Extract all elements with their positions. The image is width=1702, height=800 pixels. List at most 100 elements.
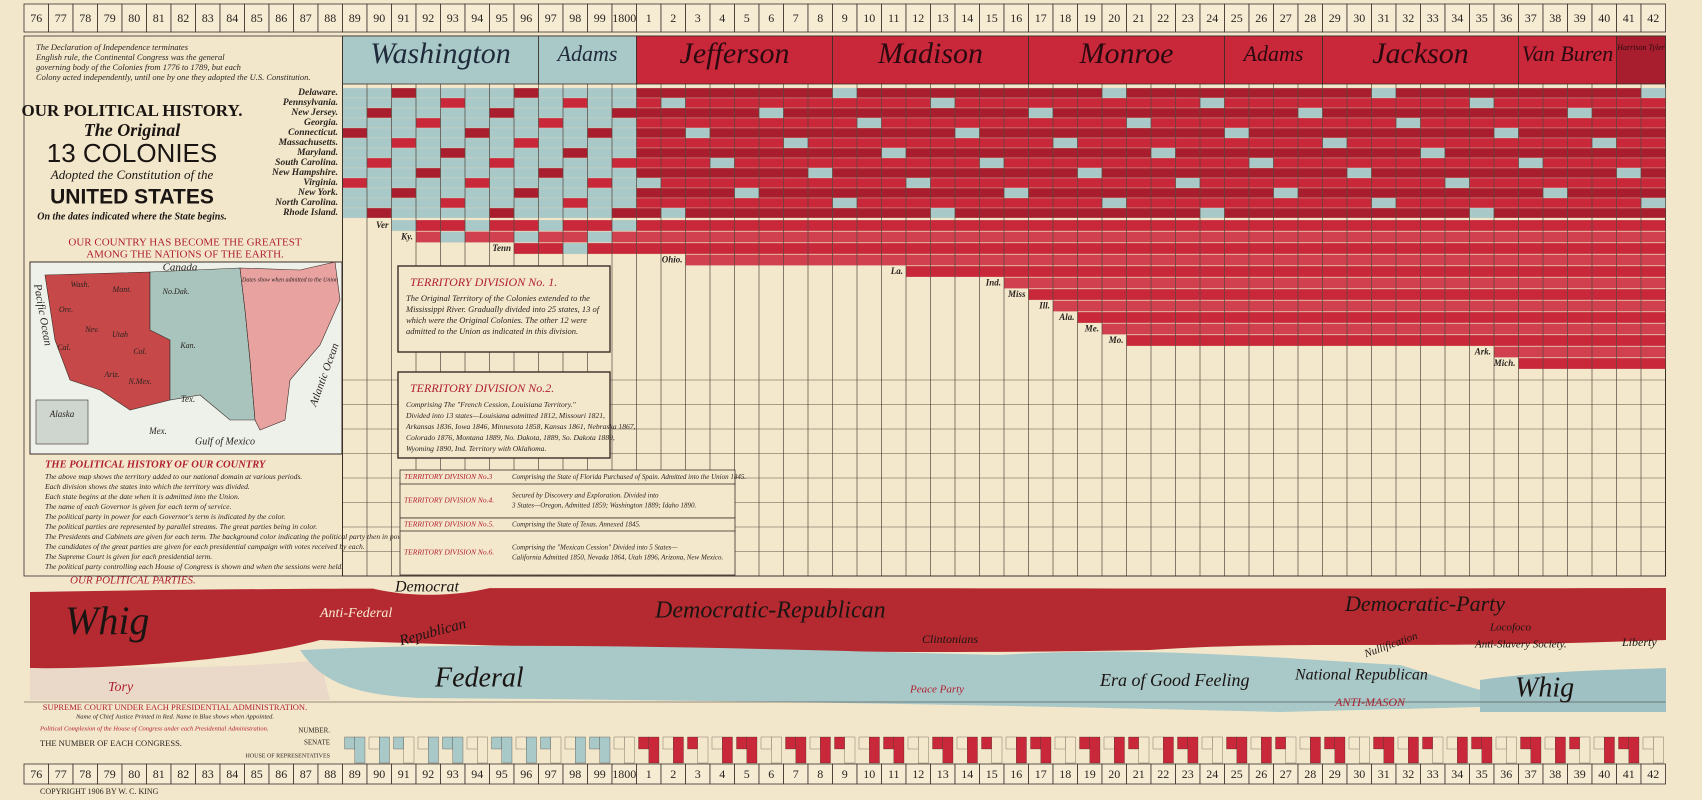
governor-cell [1199,323,1226,335]
governor-cell [856,137,883,149]
governor-cell [734,207,760,219]
governor-cell [1248,254,1275,266]
year-label: 10 [863,767,875,781]
governor-cell [415,87,442,99]
governor-cell [1542,107,1569,119]
governor-cell [807,219,834,232]
year-label: 11 [888,767,900,781]
governor-cell [538,97,564,109]
governor-cell [1077,288,1103,301]
governor-cell [1199,207,1226,219]
governor-cell [1616,107,1642,119]
year-cell [170,3,196,33]
house-cell [501,736,513,764]
year-label: 36 [1500,767,1512,781]
year-label: 96 [520,767,532,781]
house-cell [477,736,488,764]
year-cell [538,3,564,33]
governor-cell [734,87,760,99]
year-label: 91 [398,11,410,25]
governor-cell [1248,231,1275,243]
governor-cell [1052,117,1079,129]
governor-cell [1518,242,1544,255]
governor-cell [807,197,834,209]
governor-cell [1150,207,1177,219]
governor-cell [1640,311,1667,324]
governor-cell [1346,219,1373,232]
governor-cell [954,197,981,209]
senate-cell [1226,736,1237,750]
year-label: 87 [300,767,312,781]
governor-cell [1273,254,1299,266]
governor-cell [1273,265,1299,278]
governor-cell [1101,117,1128,129]
governor-cell [1101,197,1128,209]
year-label: 94 [471,767,483,781]
governor-cell [1518,97,1544,109]
governor-cell [1199,300,1226,312]
governor-cell [1297,107,1324,119]
governor-cell [1444,107,1471,119]
governor-cell [1052,231,1079,243]
year-cell [930,3,956,33]
house-cell [1628,736,1640,764]
governor-cell [587,242,613,255]
house-cell [1065,736,1076,764]
governor-cell [1567,288,1593,301]
governor-cell [832,231,858,243]
governor-cell [636,147,662,159]
governor-cell [758,167,785,179]
year-cell [1150,3,1176,33]
governor-cell [783,231,809,243]
governor-cell [905,127,932,139]
governor-cell [1444,207,1471,219]
governor-cell [1224,157,1250,169]
governor-cell [611,107,638,119]
governor-cell [1444,231,1471,243]
senate-cell [1471,736,1482,750]
governor-cell [1101,87,1128,99]
governor-cell [611,117,638,129]
governor-cell [1028,288,1054,301]
house-cell [1653,736,1664,764]
panel-title: The Original [84,120,181,140]
year-cell [146,3,172,33]
map-label: N.Mex. [127,377,151,386]
governor-cell [636,97,662,109]
governor-cell [807,207,834,219]
governor-cell [1052,137,1079,149]
governor-cell [1248,207,1275,219]
governor-cell [905,177,932,189]
governor-cell [1493,147,1520,159]
governor-cell [1175,147,1201,159]
governor-cell [1444,300,1471,312]
governor-cell [954,97,981,109]
president-band [538,35,637,85]
governor-cell [758,157,785,169]
year-cell [881,3,907,33]
year-label: 18 [1059,767,1071,781]
year-label: 34 [1451,11,1463,25]
governor-cell [856,242,883,255]
governor-cell [1469,167,1495,179]
governor-cell [1101,177,1128,189]
governor-cell [832,177,858,189]
president-name: Harrison Tyler [1616,43,1666,52]
governor-cell [1444,87,1471,99]
governor-cell [1322,107,1348,119]
governor-cell [832,157,858,169]
year-cell [23,3,49,33]
governor-cell [1518,117,1544,129]
president-name: Jefferson [680,37,790,70]
map-label: Cal. [57,343,71,352]
governor-cell [636,87,662,99]
year-cell [954,3,980,33]
map-label: Ore. [59,305,73,314]
governor-cell [1518,147,1544,159]
house-cell [795,736,807,764]
governor-cell [342,107,368,119]
senate-cell [834,736,845,750]
governor-cell [1567,219,1593,232]
governor-cell [1616,157,1642,169]
governor-cell [587,157,613,169]
